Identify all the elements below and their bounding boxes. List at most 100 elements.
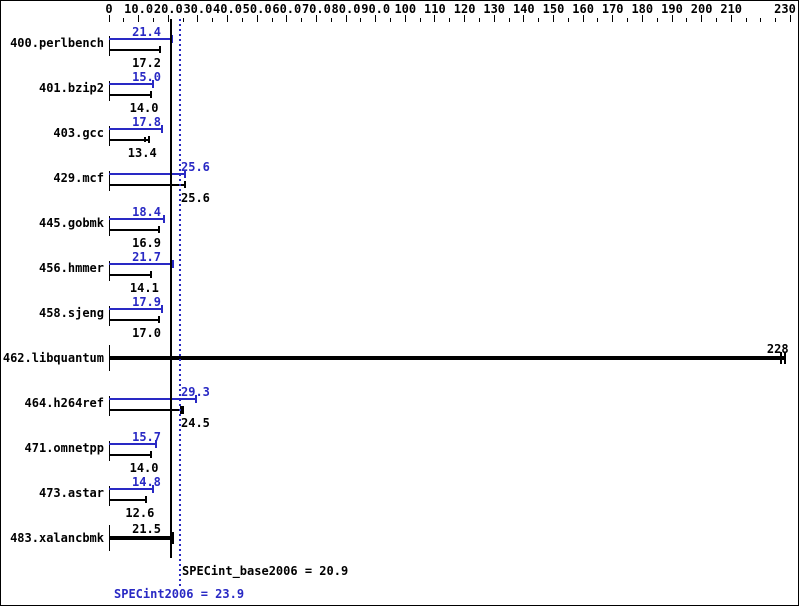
axis-major-tick [286,15,288,22]
axis-tick-label: 40.0 [213,2,242,16]
bar-origin-bracket [109,171,110,191]
peak-result-bar [109,218,164,220]
axis-minor-tick [152,18,154,22]
axis-major-tick [612,15,614,22]
axis-major-tick [227,15,228,22]
bar-origin-bracket [109,261,110,281]
axis-minor-tick [686,18,688,22]
bar-origin-bracket [109,126,110,146]
axis-major-tick [790,15,791,22]
base-result-bar [109,454,151,456]
axis-major-tick [582,15,584,22]
axis-major-tick [315,15,317,22]
base-bar-end-cap [149,451,152,458]
result-bar-combined [109,356,785,360]
base-value-label: 14.1 [129,281,159,295]
base-value-label: 13.4 [127,146,157,160]
base-result-bar [109,94,151,96]
base-bar-end-cap [183,181,186,188]
benchmark-name-label: 456.hmmer [38,261,104,275]
axis-minor-tick [330,18,332,22]
benchmark-name-label: 445.gobmk [38,216,104,230]
benchmark-name-label: 401.bzip2 [38,81,104,95]
axis-tick-label: 230 [774,2,796,16]
base-result-bar [109,184,185,186]
bar-origin-bracket [109,441,110,461]
base-result-bar [109,499,147,501]
axis-tick-label: 150 [542,2,565,16]
base-result-bar [109,319,160,321]
axis-major-tick [553,15,554,22]
axis-minor-tick [360,18,362,22]
axis-tick-label: 0 [105,2,113,16]
peak-value-label: 15.0 [132,70,161,84]
axis-tick-label: 10.0 [124,2,154,16]
base-value-label: 14.0 [129,461,159,475]
axis-tick-label: 160 [572,2,594,16]
base-result-bar [109,274,151,276]
benchmark-name-label: 458.sjeng [38,306,104,320]
axis-tick-label: 180 [631,2,654,16]
axis-minor-tick [478,18,480,22]
axis-minor-tick [597,18,599,22]
base-bar-end-cap [158,316,161,323]
peak-value-label: 17.9 [132,295,161,309]
axis-major-tick [701,15,703,22]
peak-result-bar [109,128,162,130]
axis-major-tick [493,15,495,22]
axis-major-tick [375,15,377,22]
peak-value-label: 29.3 [181,385,210,399]
benchmark-name-label: 400.perlbench [10,36,104,50]
peak-bar-end-cap [162,215,165,223]
axis-minor-tick [419,18,421,22]
peak-mean-line [179,19,181,586]
axis-minor-tick [301,18,303,22]
base-result-bar [109,409,182,411]
peak-bar-end-cap [151,485,154,493]
peak-result-bar [109,488,153,490]
axis-minor-tick [123,18,125,22]
axis-major-tick [256,15,258,22]
bar-end-cap [779,352,782,364]
peak-bar-end-cap [152,80,155,88]
peak-result-bar [109,83,154,85]
peak-value-label: 14.8 [132,475,161,489]
axis-minor-tick [627,18,628,22]
benchmark-name-label: 471.omnetpp [24,441,104,455]
axis-tick-label: 60.0 [272,2,302,16]
peak-result-bar [109,173,185,175]
axis-tick-label: 20.0 [153,2,183,16]
base-result-bar [109,139,149,141]
benchmark-name-label: 429.mcf [53,171,104,185]
base-bar-end-cap [179,406,184,414]
bar-end-cap [783,352,786,364]
peak-value-label: 15.7 [132,430,161,444]
axis-major-tick [464,15,466,22]
peak-bar-end-cap [172,260,175,268]
base-value-label: 24.5 [181,416,210,430]
peak-bar-end-cap [161,305,163,313]
axis-tick-label: 50.0 [242,2,272,16]
bar-origin-bracket [109,396,110,416]
bar-origin-bracket [109,486,110,506]
axis-major-tick [197,15,199,22]
peak-value-label: 25.6 [181,160,210,174]
axis-tick-label: 80.0 [331,2,361,16]
axis-tick-label: 210 [720,2,743,16]
axis-minor-tick [538,18,540,22]
base-result-bar [109,229,160,231]
peak-value-label: 18.4 [132,205,161,219]
axis-tick-label: 170 [601,2,624,16]
axis-major-tick [434,15,436,22]
peak-bar-end-cap [194,395,197,403]
axis-minor-tick [656,18,658,22]
axis-minor-tick [715,18,717,22]
axis-tick-label: 70.0 [301,2,331,16]
combined-value-label: 228 [766,342,789,356]
axis-tick-label: 110 [424,2,446,16]
benchmark-name-label: 473.astar [38,486,104,500]
peak-bar-end-cap [171,35,174,43]
peak-bar-end-cap [183,170,186,178]
axis-major-tick [641,15,643,22]
